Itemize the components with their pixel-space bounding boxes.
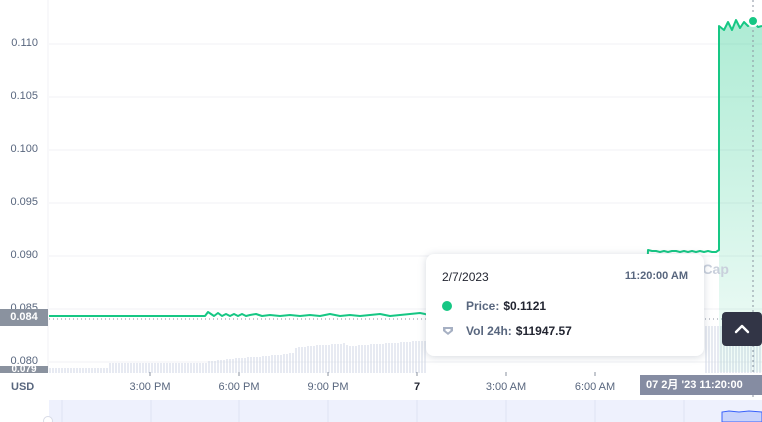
tooltip-volume-label: Vol 24h: — [466, 324, 512, 338]
navigator-canvas — [61, 400, 762, 422]
tooltip-price-row: Price: $0.1121 — [442, 299, 546, 313]
x-tick-label: 6:00 PM — [218, 381, 260, 393]
tooltip-volume-row: Vol 24h: $11947.57 — [442, 324, 572, 338]
y-tick-label: 0.110 — [11, 37, 38, 49]
volume-shield-icon — [443, 327, 453, 335]
x-tick-label: 3:00 AM — [485, 381, 527, 393]
y-tick-label: 0.100 — [10, 143, 38, 155]
tooltip-volume-value: $11947.57 — [515, 324, 572, 338]
current-price-tag: 0.084 — [0, 309, 48, 326]
low-price-tag: 0.079 — [0, 366, 48, 373]
navigator-handle-left[interactable] — [43, 416, 53, 422]
crosshair-time-tag: 07 2月 '23 11:20:00 — [640, 375, 762, 395]
x-tick-label: 9:00 PM — [307, 381, 349, 393]
scroll-to-top-button[interactable] — [722, 312, 762, 346]
x-tick-label: 3:00 PM — [129, 381, 171, 393]
y-tick-label: 0.090 — [10, 249, 38, 261]
hover-point — [747, 15, 759, 27]
x-tick-marks — [149, 372, 596, 376]
price-area — [719, 20, 762, 372]
grid-lines — [47, 0, 762, 372]
x-tick-label: 6:00 AM — [574, 381, 616, 393]
tooltip-price-value: $0.1121 — [503, 299, 547, 313]
y-tick-label: 0.080 — [10, 355, 38, 367]
y-tick-label: 0.105 — [10, 90, 38, 102]
chevron-up-icon — [734, 324, 750, 334]
tooltip: 2/7/2023 11:20:00 AM Price: $0.1121 Vol … — [426, 254, 704, 356]
tooltip-date: 2/7/2023 — [442, 270, 489, 284]
tooltip-time: 11:20:00 AM — [624, 270, 688, 282]
x-tick-label: 7 — [413, 381, 421, 393]
y-tick-label: 0.095 — [10, 196, 38, 208]
tooltip-price-label: Price: — [466, 299, 500, 313]
range-navigator[interactable] — [49, 400, 762, 422]
price-dot-icon — [442, 301, 452, 311]
currency-label: USD — [11, 381, 35, 393]
